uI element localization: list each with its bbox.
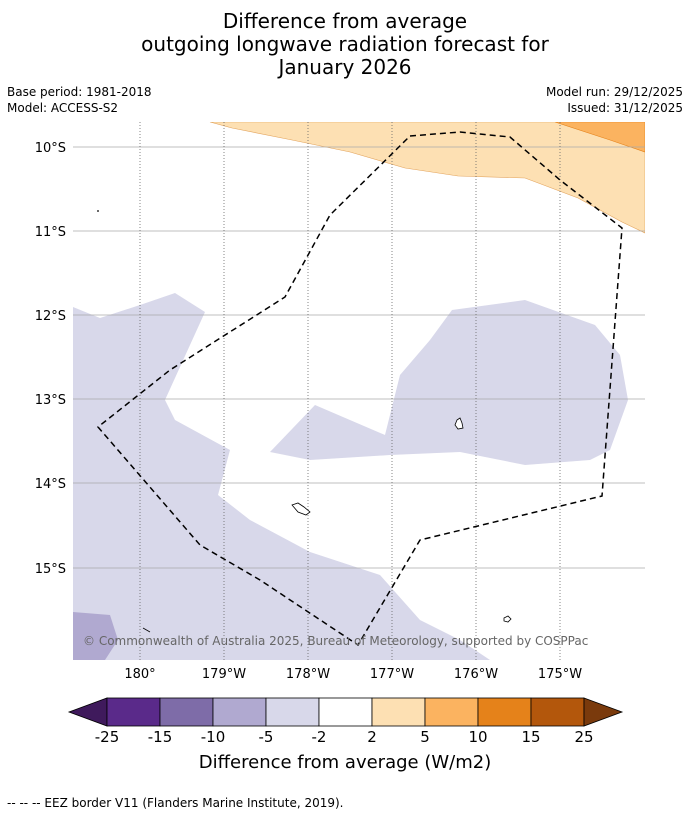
map-frame <box>73 122 645 660</box>
colorbar-tick-label: -5 <box>258 728 274 746</box>
issued-date: Issued: 31/12/2025 <box>567 101 683 115</box>
colorbar-tick-label: 2 <box>367 728 377 746</box>
title-line-3: January 2026 <box>278 55 412 79</box>
colorbar-segment <box>318 697 373 727</box>
lat-label-14s: 14°S <box>35 477 66 492</box>
latitude-gridlines <box>73 146 645 569</box>
eez-footnote: -- -- -- EEZ border V11 (Flanders Marine… <box>7 796 344 810</box>
model-run: Model run: 29/12/2025 <box>545 85 683 99</box>
island-wallis-futuna <box>291 502 311 516</box>
colorbar-tick-label: 5 <box>420 728 430 746</box>
colorbar-extend-high <box>583 697 624 727</box>
colorbar-tick-label: 10 <box>468 728 488 746</box>
colorbar <box>67 697 624 727</box>
colorbar-segment <box>477 697 532 727</box>
colorbar-tick-label: 15 <box>521 728 541 746</box>
map: 10°S 11°S 12°S 13°S 14°S 15°S 180° 179°W… <box>35 122 645 682</box>
colorbar-segment <box>424 697 479 727</box>
colorbar-segment <box>159 697 214 727</box>
anomaly-region-light-orange <box>209 122 645 234</box>
island-small-nw <box>97 210 99 212</box>
island-east <box>454 417 464 430</box>
base-period: Base period: 1981-2018 <box>7 85 152 99</box>
anomaly-region-orange <box>554 122 645 153</box>
colorbar-tick-label: -10 <box>200 728 226 746</box>
lat-label-11s: 11°S <box>35 225 66 240</box>
anomaly-region-light-purple-east <box>270 300 628 465</box>
colorbar-title: Difference from average (W/m2) <box>198 752 492 773</box>
lon-label-177w: 177°W <box>370 667 414 682</box>
title-line-2: outgoing longwave radiation forecast for <box>141 32 549 56</box>
colorbar-segment <box>265 697 320 727</box>
colorbar-segment <box>371 697 426 727</box>
island-south <box>503 615 512 623</box>
lon-label-175w: 175°W <box>538 667 582 682</box>
title-line-1: Difference from average <box>222 9 468 33</box>
lat-label-13s: 13°S <box>35 393 66 408</box>
lon-label-178w: 178°W <box>286 667 330 682</box>
lon-label-179w: 179°W <box>202 667 246 682</box>
colorbar-segment <box>530 697 585 727</box>
model-name: Model: ACCESS-S2 <box>7 101 119 115</box>
lat-label-10s: 10°S <box>35 141 66 156</box>
colorbar-segment <box>212 697 267 727</box>
colorbar-tick-label: -25 <box>94 728 120 746</box>
colorbar-tick-label: -15 <box>147 728 173 746</box>
island-sw <box>142 627 151 633</box>
eez-border <box>96 131 623 647</box>
colorbar-tick-label: 25 <box>574 728 594 746</box>
lon-label-180: 180° <box>124 667 155 682</box>
copyright-notice: © Commonwealth of Australia 2025, Bureau… <box>83 634 588 648</box>
colorbar-tick-label: -2 <box>311 728 327 746</box>
anomaly-region-purple <box>73 612 118 660</box>
lat-label-15s: 15°S <box>35 562 66 577</box>
colorbar-segment <box>106 697 161 727</box>
lat-label-12s: 12°S <box>35 309 66 324</box>
lon-label-176w: 176°W <box>454 667 498 682</box>
colorbar-extend-low <box>67 697 108 727</box>
